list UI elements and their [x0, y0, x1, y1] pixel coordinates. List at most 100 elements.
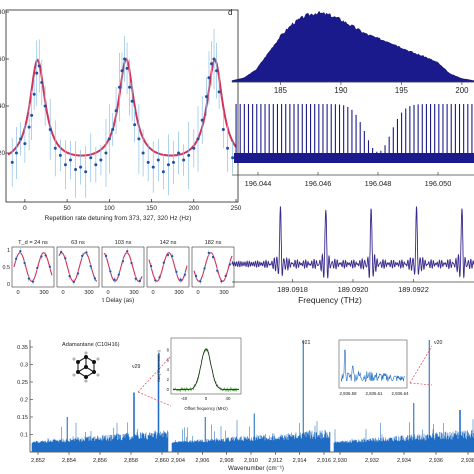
delay-point [195, 275, 198, 278]
data-point [32, 92, 36, 96]
spec-x-tick-label: 2,932 [365, 458, 379, 464]
spec-x-tick-label: 2,938 [461, 458, 474, 464]
lineshape-inset-ylabel: Abs(Transmission) [157, 350, 161, 382]
delay-point [72, 280, 75, 284]
delay-point [44, 254, 47, 257]
sinc-tick-label: 189.0920 [338, 285, 369, 294]
data-point [125, 66, 129, 70]
data-point [117, 85, 121, 89]
delay-point [175, 270, 178, 273]
comb-zoom-2-ticks: 189.0918 189.0920 189.0922 [277, 279, 429, 294]
data-point [53, 146, 57, 150]
y-tick-label: 20 [0, 150, 5, 157]
delay-point [166, 253, 170, 256]
delay-point [126, 250, 129, 253]
lineshape-inset: -40 0 40 0 2 4 6 8 Offset frequency (MHz) Abs(T… [157, 337, 242, 411]
delay-y-tick-label: 0 [7, 282, 10, 288]
delay-x-tick-label: 300 [129, 290, 138, 296]
comb-baseline-band [234, 153, 474, 163]
spec-y-tick-label: 0.3 [20, 363, 28, 369]
comb-tick-label: 196.046 [305, 179, 332, 188]
lineshape-inset-ticks: -40 0 40 0 2 4 6 8 [167, 347, 231, 401]
band-zoom-x-tick-label: 2,936.58 [339, 391, 357, 396]
spectrum-segment [31, 354, 169, 452]
delay-point [113, 278, 116, 281]
delay-point [220, 280, 223, 283]
data-point [137, 137, 141, 141]
x-tick-label: 200 [188, 205, 199, 212]
envelope-tick-label: 195 [395, 86, 409, 95]
adamantane-spectrum: 0.10.150.20.250.30.35 2,852 2,854 2,856 2,8… [17, 337, 474, 472]
data-point [37, 64, 41, 68]
delay-point [105, 254, 108, 258]
band-zoom-x-tick-label: 2,936.64 [391, 391, 409, 396]
delay-point [81, 254, 84, 257]
data-point [40, 81, 44, 84]
delay-point [23, 261, 26, 265]
comb-zoom-1: 196.044 196.046 196.048 196.050 [232, 104, 474, 188]
delay-panel-label: 103 ns [115, 240, 132, 246]
delay-point [183, 273, 186, 276]
spec-x-tick-label: 2,908 [220, 458, 234, 464]
spectrum-segment [333, 340, 474, 452]
delay-point [134, 277, 137, 280]
data-point [68, 158, 72, 162]
delay-point [31, 280, 35, 283]
comb-zoom-2: 189.0918 189.0920 189.0922 Frequency (THz) [231, 206, 474, 305]
y-tick-label: 60 [0, 56, 5, 63]
adamantane-traces [31, 340, 474, 452]
spec-x-tick-label: 2,856 [93, 458, 107, 464]
rep-rate-plot-frame [5, 9, 239, 203]
delay-point [93, 277, 96, 280]
spec-x-tick-label: 2,936 [429, 458, 443, 464]
lineshape-inset-fit [173, 348, 239, 390]
data-point [133, 123, 137, 127]
delay-point [89, 265, 92, 268]
delay-point [154, 279, 157, 282]
spec-y-tick-label: 0.1 [20, 433, 28, 439]
y-tick-label: 40 [0, 103, 5, 110]
spec-y-tick-label: 0.25 [17, 380, 28, 386]
data-point [200, 118, 204, 122]
data-point [107, 137, 111, 141]
data-point [156, 158, 160, 162]
y-tick-label: 80 [0, 9, 5, 16]
band-zoom-x-tick-label: 2,936.61 [365, 391, 383, 396]
delay-point [15, 257, 18, 260]
band-zoom-inset: 2,936.58 2,936.61 2,936.64 [338, 339, 409, 396]
spec-x-tick-label: 2,854 [62, 458, 76, 464]
envelope-spectrum: 185 190 195 200 [231, 10, 474, 95]
delay-point [40, 255, 43, 258]
lineshape-inset-frame [170, 337, 242, 395]
data-point [27, 125, 31, 129]
data-point [141, 151, 145, 155]
data-point [58, 153, 62, 157]
delay-point [224, 274, 227, 278]
delay-fit [103, 252, 143, 282]
data-point [226, 146, 230, 150]
delay-scans: T_d = 24 ns 0 300 63 ns 0 300 103 ns 0 300 142 ns… [3, 240, 235, 304]
data-point [212, 57, 216, 61]
spec-y-tick-label: 0.2 [20, 398, 28, 404]
delay-point [179, 278, 182, 281]
data-point [151, 165, 155, 169]
delay-point [199, 280, 202, 283]
data-point [161, 170, 165, 174]
band-zoom-connector-left [409, 345, 433, 384]
data-point [210, 62, 214, 66]
data-point [10, 160, 14, 164]
delay-point [207, 251, 210, 254]
data-point [104, 151, 108, 155]
lineshape-y-tick-label: 0 [167, 387, 170, 392]
delay-x-tick-label: 300 [174, 290, 183, 296]
lineshape-y-tick-label: 4 [167, 367, 170, 372]
data-point [14, 151, 18, 155]
panel-d-label: d [228, 8, 232, 17]
data-point [172, 160, 176, 164]
delay-x-tick-label: 300 [84, 290, 93, 296]
adamantane-xlabel: Wavenumber (cm⁻¹) [228, 465, 284, 472]
rep-rate-points [10, 28, 235, 198]
delay-fit [13, 252, 53, 282]
data-point [84, 170, 88, 174]
